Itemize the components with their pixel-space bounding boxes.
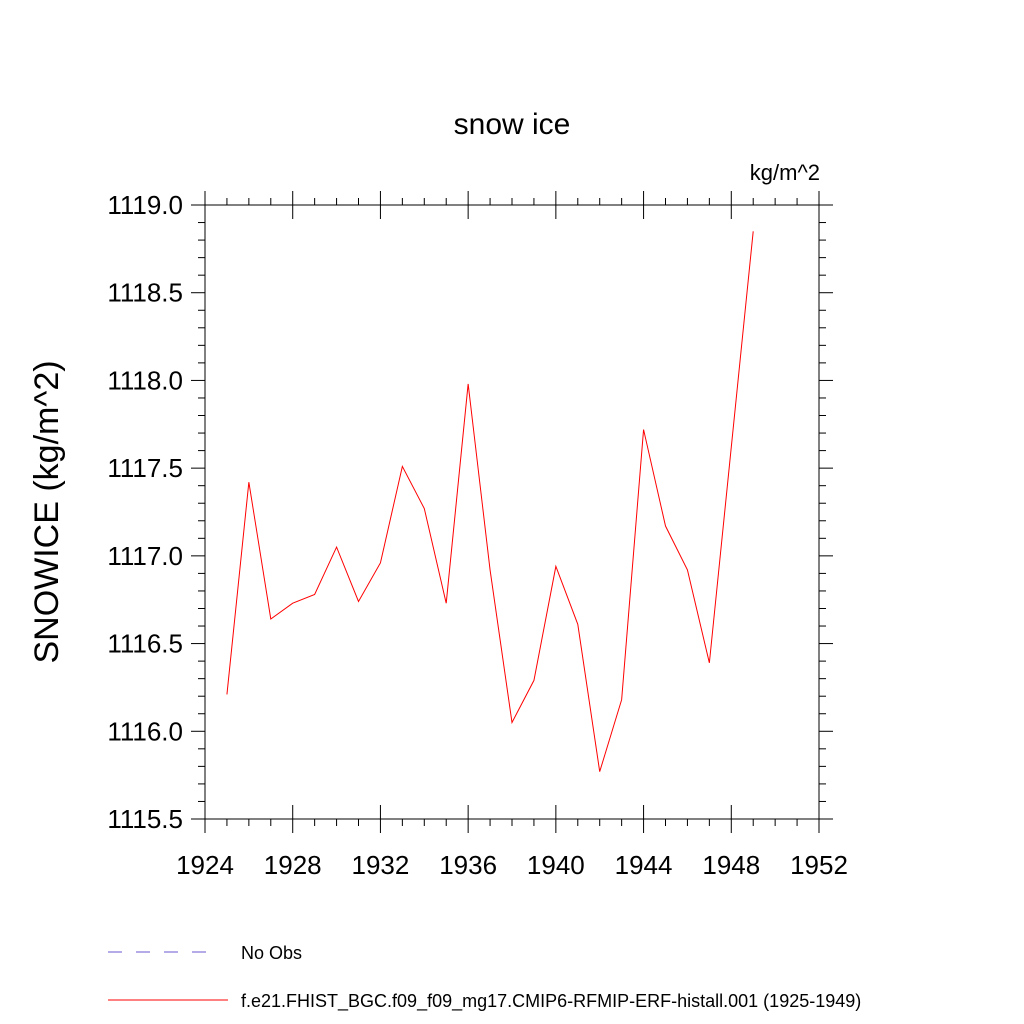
- series-layer: [226, 231, 754, 772]
- x-tick-label: 1936: [439, 850, 497, 880]
- y-tick-label: 1118.5: [107, 278, 183, 308]
- y-axis-label: SNOWICE (kg/m^2): [28, 360, 66, 663]
- chart-title: snow ice: [454, 108, 571, 141]
- y-tick-label: 1116.5: [107, 629, 183, 659]
- y-tick-label: 1117.5: [107, 453, 183, 483]
- y-tick-label: 1118.0: [107, 365, 183, 395]
- units-label: kg/m^2: [750, 160, 820, 185]
- x-tick-label: 1928: [264, 850, 322, 880]
- x-tick-label: 1932: [352, 850, 410, 880]
- y-tick-label: 1115.5: [107, 804, 183, 834]
- legend-label: f.e21.FHIST_BGC.f09_f09_mg17.CMIP6-RFMIP…: [241, 991, 861, 1012]
- x-tick-label: 1940: [527, 850, 585, 880]
- legend: No Obs f.e21.FHIST_BGC.f09_f09_mg17.CMIP6…: [108, 943, 861, 1012]
- y-tick-label: 1116.0: [107, 716, 183, 746]
- x-tick-label: 1944: [615, 850, 673, 880]
- y-tick-label: 1119.0: [107, 190, 183, 220]
- x-tick-label: 1948: [702, 850, 760, 880]
- axis-ticks: [191, 191, 833, 833]
- x-tick-label: 1924: [176, 850, 234, 880]
- y-tick-label: 1117.0: [107, 541, 183, 571]
- legend-label: No Obs: [241, 943, 302, 963]
- x-tick-label: 1952: [790, 850, 848, 880]
- series-line: [226, 231, 754, 772]
- plot-frame: [204, 204, 820, 820]
- tick-labels: 1924 1928 1932 1936 1940 1944 1948 1952 1115.5 11…: [107, 190, 848, 880]
